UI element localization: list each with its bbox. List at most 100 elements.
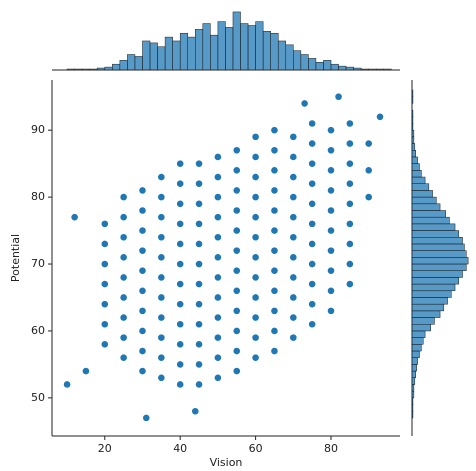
scatter-point <box>195 360 203 369</box>
scatter-point <box>289 213 298 222</box>
x-hist-bar <box>285 44 294 71</box>
y-hist-bar <box>411 364 417 372</box>
scatter-point <box>308 280 317 288</box>
x-hist-bar <box>315 62 324 71</box>
y-hist-bar <box>411 390 415 399</box>
scatter-point <box>251 153 260 161</box>
scatter-point <box>308 139 317 148</box>
scatter-point <box>213 333 222 342</box>
scatter-point <box>138 226 147 235</box>
scatter-point <box>195 199 203 208</box>
scatter-point <box>119 213 128 222</box>
y-tick-label: 70 <box>31 257 45 270</box>
scatter-point <box>232 166 241 175</box>
y-hist-bar <box>411 277 460 285</box>
x-hist-bar <box>89 68 98 71</box>
y-hist-bar <box>411 170 422 178</box>
y-hist-bar <box>411 263 467 271</box>
scatter-point <box>63 380 71 389</box>
scatter-point <box>213 353 222 362</box>
scatter-point <box>270 146 279 155</box>
scatter-point <box>119 193 128 202</box>
scatter-point <box>308 159 317 168</box>
x-hist-bar <box>210 34 219 71</box>
x-hist-bar <box>142 40 151 71</box>
scatter-point <box>364 166 373 175</box>
scatter-point <box>251 353 260 362</box>
scatter-point <box>308 179 317 188</box>
x-hist-bar <box>368 68 377 71</box>
y-hist-bar <box>411 210 446 218</box>
y-hist-bar <box>411 96 414 104</box>
scatter-point <box>232 347 241 355</box>
y-tick-label: 50 <box>31 391 45 404</box>
scatter-point <box>176 199 185 208</box>
scatter-point <box>100 320 109 329</box>
y-hist-bar <box>411 216 450 225</box>
x-hist-bar <box>300 54 309 71</box>
scatter-point <box>327 186 335 195</box>
scatter-point <box>289 273 298 282</box>
y-hist-bar <box>411 404 414 412</box>
scatter-point <box>176 159 185 168</box>
y-hist-bar <box>411 337 424 345</box>
y-hist-bar <box>411 237 463 245</box>
y-hist-bar <box>411 297 448 305</box>
x-hist-bar <box>338 65 347 71</box>
scatter-point <box>270 166 279 175</box>
scatter-point <box>142 414 151 422</box>
scatter-point <box>157 273 166 282</box>
x-tick-label: 60 <box>249 442 263 455</box>
scatter-point <box>191 407 200 416</box>
x-hist-bar <box>202 23 211 71</box>
scatter-point <box>308 199 317 208</box>
scatter-point <box>345 139 354 148</box>
scatter-point <box>345 240 354 248</box>
x-hist-bar <box>323 60 332 71</box>
x-hist-bar <box>81 68 90 71</box>
scatter-point <box>232 367 241 375</box>
y-tick-label: 90 <box>31 123 45 136</box>
x-tick-label: 80 <box>324 442 338 455</box>
x-hist-bar <box>134 56 143 71</box>
scatter-point <box>327 266 335 275</box>
scatter-point <box>119 313 128 322</box>
x-hist-bar <box>104 66 113 71</box>
x-hist-bar <box>179 32 188 71</box>
scatter-point <box>176 240 185 248</box>
y-hist-bar <box>411 203 441 211</box>
x-hist-bar <box>308 58 317 71</box>
y-hist-bar <box>411 243 465 251</box>
x-hist-bar <box>127 54 136 71</box>
scatter-point <box>251 293 260 302</box>
scatter-point <box>119 293 128 302</box>
scatter-point <box>213 193 222 202</box>
scatter-point <box>119 253 128 262</box>
scatter-point <box>232 206 241 215</box>
scatter-point <box>195 179 203 188</box>
scatter-point <box>308 119 317 128</box>
scatter-point <box>119 273 128 282</box>
scatter-point <box>364 139 373 148</box>
scatter-point <box>289 293 298 302</box>
x-hist-bar <box>255 21 264 71</box>
scatter-point <box>251 253 260 262</box>
y-hist-bar <box>411 397 414 405</box>
x-hist-bar <box>345 66 354 71</box>
scatter-point <box>308 320 317 329</box>
scatter-point <box>213 173 222 181</box>
scatter-point <box>327 226 335 235</box>
y-hist-bar <box>411 270 463 278</box>
scatter-point <box>327 166 335 175</box>
scatter-point <box>100 240 109 248</box>
scatter-point <box>345 179 354 188</box>
y-hist-bar <box>411 350 420 358</box>
scatter-point <box>270 266 279 275</box>
scatter-point <box>308 260 317 268</box>
scatter-point <box>176 320 185 329</box>
y-hist-bar <box>411 109 414 118</box>
y-hist-bar <box>411 384 415 392</box>
scatter-point <box>213 313 222 322</box>
scatter-point <box>138 306 147 315</box>
